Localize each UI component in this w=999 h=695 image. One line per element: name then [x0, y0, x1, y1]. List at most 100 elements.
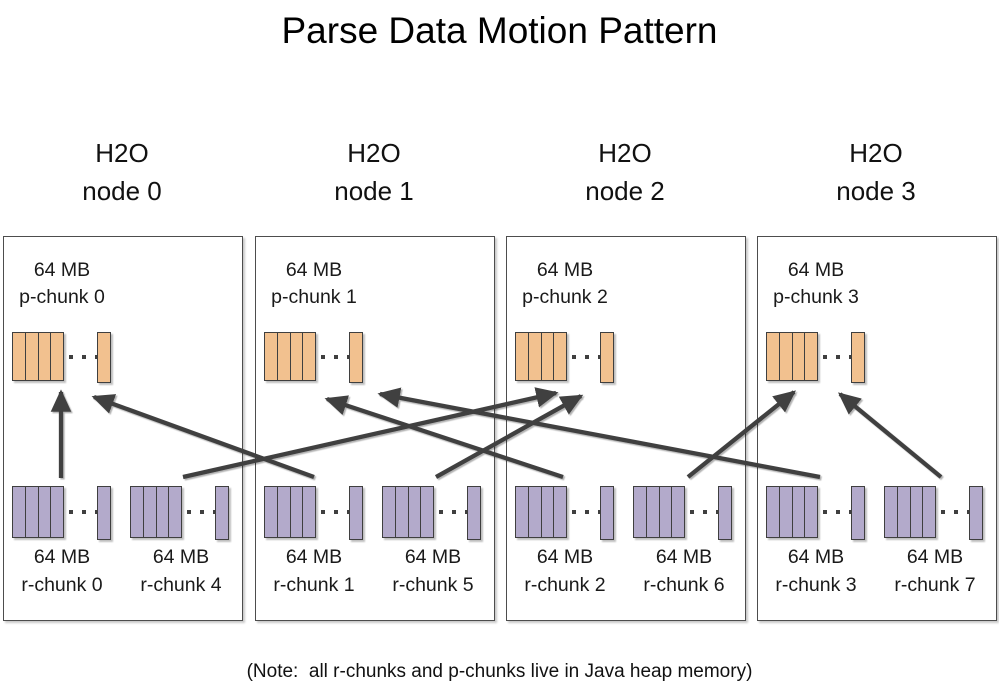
- r-chunk-bars: [4, 486, 242, 540]
- chunk-bar: [37, 486, 52, 538]
- r-chunk-label: 64 MB r-chunk 2: [507, 543, 623, 599]
- p-chunk-bar-single: [600, 332, 614, 383]
- r-chunk-bar-group: [515, 486, 567, 538]
- chunk-bar: [778, 486, 793, 538]
- p-chunk-name: p-chunk 0: [19, 286, 105, 308]
- node-title: H2O node 0: [3, 134, 241, 210]
- ellipsis-dots-icon: [69, 332, 99, 381]
- chunk-bar: [791, 332, 806, 381]
- r-chunk-size: 64 MB: [152, 546, 210, 568]
- chunk-bar: [37, 332, 52, 381]
- p-chunk-label: 64 MB p-chunk 2: [509, 257, 621, 311]
- diagram-title: Parse Data Motion Pattern: [281, 10, 718, 51]
- chunk-bar: [130, 486, 144, 538]
- p-chunk-bar-single: [349, 332, 363, 383]
- r-chunk-label: 64 MB r-chunk 4: [123, 543, 239, 599]
- p-chunk-bar-group: [12, 332, 64, 381]
- r-chunk-size: 64 MB: [404, 546, 462, 568]
- chunk-bar: [671, 486, 685, 538]
- r-chunk-name: r-chunk 7: [894, 574, 976, 596]
- p-chunk-name: p-chunk 1: [271, 286, 357, 308]
- r-chunk-name: r-chunk 4: [140, 574, 222, 596]
- r-chunk-size: 64 MB: [906, 546, 964, 568]
- chunk-bar: [791, 486, 806, 538]
- r-chunk-label: 64 MB r-chunk 7: [877, 543, 993, 599]
- p-chunk-name: p-chunk 3: [773, 286, 859, 308]
- p-chunk-size: 64 MB: [33, 259, 91, 281]
- p-chunk-bar-single: [851, 332, 865, 383]
- r-chunk-bar-group: [382, 486, 434, 538]
- chunk-bar: [553, 486, 567, 538]
- p-chunk-bar-single: [97, 332, 111, 383]
- chunk-bar: [527, 332, 542, 381]
- r-chunk-bar-single: [718, 486, 732, 540]
- chunk-bar: [155, 486, 170, 538]
- ellipsis-dots-icon: [321, 486, 351, 538]
- r-chunk-label: 64 MB r-chunk 1: [256, 543, 372, 599]
- p-chunk-label: 64 MB p-chunk 0: [6, 257, 118, 311]
- r-chunk-bar-single: [97, 486, 111, 540]
- chunk-bar: [553, 332, 567, 381]
- chunk-bar: [276, 332, 291, 381]
- chunk-bar: [264, 332, 278, 381]
- chunk-bar: [289, 332, 304, 381]
- node-box: 64 MB p-chunk 1: [255, 236, 495, 621]
- chunk-bar: [766, 486, 780, 538]
- p-chunk-label: 64 MB p-chunk 1: [258, 257, 370, 311]
- chunk-bar: [515, 332, 529, 381]
- p-chunk-label: 64 MB p-chunk 3: [760, 257, 872, 311]
- footnote: (Note: all r-chunks and p-chunks live in…: [246, 661, 753, 682]
- r-chunk-bar-group: [264, 486, 316, 538]
- chunk-bar: [766, 332, 780, 381]
- p-chunk-bars: [256, 332, 494, 383]
- r-chunk-name: r-chunk 0: [21, 574, 103, 596]
- chunk-bar: [515, 486, 529, 538]
- r-chunk-bar-single: [851, 486, 865, 540]
- chunk-bar: [276, 486, 291, 538]
- r-chunk-name: r-chunk 2: [524, 574, 606, 596]
- chunk-bar: [12, 332, 26, 381]
- chunk-bar: [394, 486, 409, 538]
- node-box: 64 MB p-chunk 2: [506, 236, 746, 621]
- chunk-bar: [50, 332, 64, 381]
- r-chunk-bar-single: [467, 486, 481, 540]
- r-chunk-size: 64 MB: [536, 546, 594, 568]
- ellipsis-dots-icon: [823, 332, 853, 381]
- node-title: H2O node 1: [255, 134, 493, 210]
- r-chunk-bar-single: [215, 486, 229, 540]
- r-chunk-label: 64 MB r-chunk 5: [375, 543, 491, 599]
- ellipsis-dots-icon: [690, 486, 720, 538]
- node-title: H2O node 3: [757, 134, 995, 210]
- chunk-bar: [264, 486, 278, 538]
- r-chunk-bar-group: [884, 486, 936, 538]
- chunk-bar: [12, 486, 26, 538]
- chunk-bar: [922, 486, 936, 538]
- ellipsis-dots-icon: [823, 486, 853, 538]
- node-name: H2O: [849, 138, 903, 168]
- r-chunk-label: 64 MB r-chunk 6: [626, 543, 742, 599]
- r-chunk-bar-group: [130, 486, 182, 538]
- p-chunk-bars: [4, 332, 242, 383]
- chunk-bar: [24, 332, 39, 381]
- node-box: 64 MB p-chunk 0: [3, 236, 243, 621]
- r-chunk-bar-single: [600, 486, 614, 540]
- p-chunk-name: p-chunk 2: [522, 286, 608, 308]
- r-chunk-label: 64 MB r-chunk 3: [758, 543, 874, 599]
- chunk-bar: [540, 486, 555, 538]
- ellipsis-dots-icon: [321, 332, 351, 381]
- chunk-bar: [658, 486, 673, 538]
- p-chunk-size: 64 MB: [285, 259, 343, 281]
- chunk-bar: [142, 486, 157, 538]
- chunk-bar: [50, 486, 64, 538]
- chunk-bar: [633, 486, 647, 538]
- chunk-bar: [302, 486, 316, 538]
- node-number: node 2: [585, 176, 665, 206]
- ellipsis-dots-icon: [572, 486, 602, 538]
- chunk-bar: [24, 486, 39, 538]
- r-chunk-bar-single: [349, 486, 363, 540]
- r-chunk-name: r-chunk 3: [775, 574, 857, 596]
- chunk-bar: [804, 332, 818, 381]
- chunk-bar: [884, 486, 898, 538]
- chunk-bar: [168, 486, 182, 538]
- ellipsis-dots-icon: [941, 486, 971, 538]
